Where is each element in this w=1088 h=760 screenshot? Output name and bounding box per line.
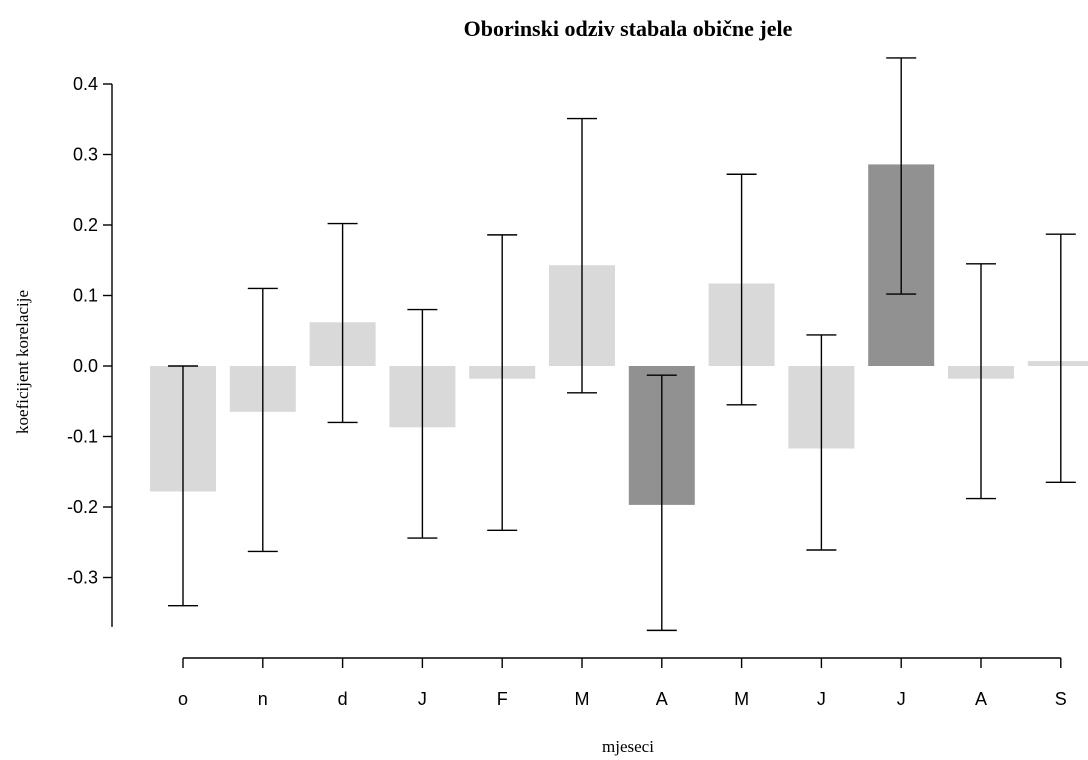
error-bar-4: [487, 234, 518, 531]
x-tick-label-7: M: [734, 689, 749, 709]
error-bar-7: [726, 173, 757, 406]
x-tick-label-1: n: [258, 689, 268, 709]
error-bar-3: [407, 308, 438, 539]
error-bar-10: [966, 263, 996, 500]
error-bar-11: [1045, 233, 1076, 484]
x-tick-label-6: A: [656, 689, 668, 709]
x-tick-label-2: d: [338, 689, 348, 709]
error-bar-2: [327, 222, 358, 424]
x-tick-label-5: M: [575, 689, 590, 709]
x-tick-label-4: F: [497, 689, 508, 709]
y-tick-label-6: 0.3: [73, 145, 98, 165]
y-tick-label-7: 0.4: [73, 74, 98, 94]
bar-11: [1027, 361, 1088, 366]
error-bar-1: [247, 287, 278, 553]
x-tick-label-11: S: [1055, 689, 1067, 709]
y-tick-label-5: 0.2: [73, 215, 98, 235]
x-tick-label-3: J: [418, 689, 427, 709]
error-bar-9: [886, 57, 917, 295]
x-tick-label-0: o: [178, 689, 188, 709]
x-tick-label-10: A: [975, 689, 987, 709]
y-axis-label: koeficijent korelacije: [13, 290, 32, 434]
error-bar-5: [567, 117, 597, 394]
y-tick-label-2: -0.1: [67, 427, 98, 447]
bars-group: [150, 164, 1088, 505]
y-tick-label-3: 0.0: [73, 356, 98, 376]
y-axis: -0.3 -0.2 -0.1 0.0 0.1 0.2 0.3 0.4: [67, 74, 113, 627]
x-tick-label-8: J: [817, 689, 826, 709]
error-bar-0: [168, 365, 198, 607]
error-bar-6: [646, 374, 677, 632]
y-tick-label-4: 0.1: [73, 286, 98, 306]
y-tick-label-1: -0.2: [67, 497, 98, 517]
error-bars-group: [168, 57, 1076, 632]
x-tick-label-9: J: [897, 689, 906, 709]
y-tick-label-0: -0.3: [67, 568, 98, 588]
chart-title: Oborinski odziv stabala obične jele: [464, 16, 793, 41]
error-bar-8: [806, 334, 837, 551]
x-axis-label: mjeseci: [602, 737, 654, 756]
